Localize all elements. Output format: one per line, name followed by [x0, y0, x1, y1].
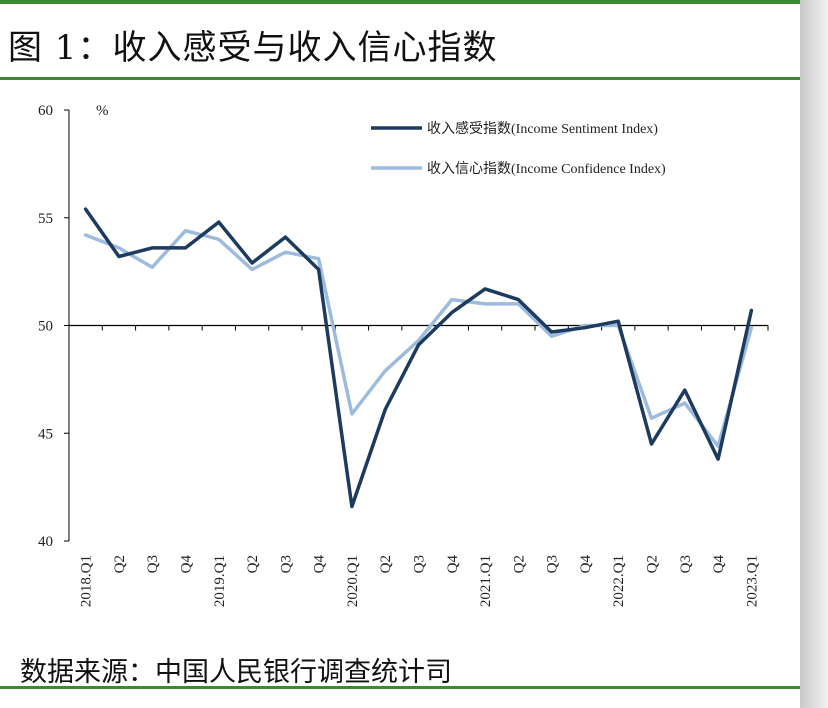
x-tick-label: 2020.Q1	[345, 555, 361, 607]
title-rule	[0, 77, 800, 80]
line-chart: 40 45 50 55 60 % 2018.Q1 Q2 Q3 Q4 2019.Q1 Q2 Q3 Q4 202…	[38, 103, 769, 607]
x-tick-label: Q3	[412, 555, 428, 573]
x-tick-label: Q3	[145, 555, 161, 573]
x-tick-label: Q4	[711, 555, 727, 574]
series-line-income-confidence	[83, 228, 754, 448]
y-tick-label: 40	[38, 534, 53, 550]
bottom-rule	[0, 686, 800, 689]
page-edge-shadow	[800, 0, 828, 708]
series-line-income-sentiment	[83, 207, 754, 509]
x-tick-label: Q2	[112, 555, 128, 573]
x-tick-label: 2023.Q1	[744, 555, 760, 607]
x-tick-label: Q2	[245, 555, 261, 573]
legend-label-income-sentiment: 收入感受指数(Income Sentiment Index)	[427, 120, 658, 137]
x-tick-label: Q2	[511, 555, 527, 573]
y-tick-label: 45	[38, 426, 53, 442]
x-tick-label: Q2	[378, 555, 394, 573]
x-tick-label: 2021.Q1	[478, 555, 494, 607]
x-tick-label: Q3	[678, 555, 694, 573]
x-tick-label: Q4	[578, 555, 594, 574]
data-source: 数据来源：中国人民银行调查统计司	[20, 657, 452, 688]
x-tick-label: 2018.Q1	[79, 555, 95, 607]
y-tick-label: 60	[38, 103, 53, 119]
x-tick-label: 2019.Q1	[212, 555, 228, 607]
x-tick-label: Q4	[179, 555, 195, 574]
top-rule	[0, 0, 800, 4]
figure-title: 图 1：收入感受与收入信心指数	[8, 28, 498, 68]
y-tick-label: 50	[38, 319, 53, 335]
x-tick-label: Q4	[312, 555, 328, 574]
x-tick-label: 2022.Q1	[611, 555, 627, 607]
x-tick-label: Q4	[445, 555, 461, 574]
y-unit-label: %	[96, 103, 109, 119]
x-tick-label: Q3	[545, 555, 561, 573]
legend-label-income-confidence: 收入信心指数(Income Confidence Index)	[427, 161, 666, 177]
x-tick-label: Q2	[645, 555, 661, 573]
y-tick-label: 55	[38, 211, 53, 227]
x-tick-label: Q3	[278, 555, 294, 573]
